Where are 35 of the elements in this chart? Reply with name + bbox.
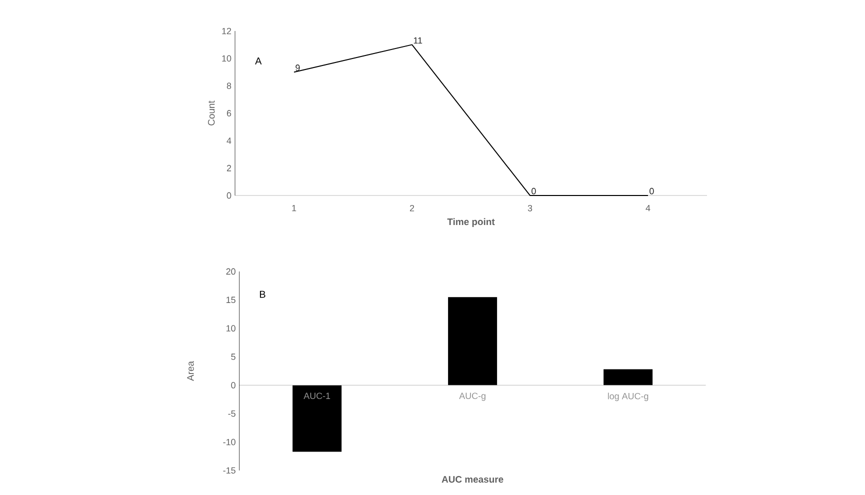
y-tick-label: 0 bbox=[226, 192, 232, 199]
x-axis-title: AUC measure bbox=[442, 476, 504, 483]
annotation: A bbox=[255, 58, 262, 64]
x-tick-label: 4 bbox=[646, 204, 650, 212]
y-tick-label: 10 bbox=[226, 325, 236, 332]
y-tick-label: 6 bbox=[226, 110, 232, 116]
x-tick-label: AUC-1 bbox=[304, 392, 330, 400]
x-tick-label: AUC-g bbox=[459, 392, 486, 401]
y-tick-label: 20 bbox=[226, 268, 236, 275]
data-label: 11 bbox=[414, 37, 422, 44]
bar bbox=[604, 369, 653, 386]
y-tick-label: 15 bbox=[226, 296, 236, 304]
x-tick-label: 3 bbox=[528, 204, 532, 212]
data-label: 9 bbox=[296, 64, 300, 71]
y-tick-label: 4 bbox=[226, 138, 232, 144]
y-tick-label: -10 bbox=[223, 438, 236, 446]
y-tick-label: 0 bbox=[231, 382, 236, 388]
y-tick-label: 5 bbox=[231, 354, 236, 360]
y-tick-label: 8 bbox=[226, 82, 232, 89]
y-axis-title: Area bbox=[187, 360, 194, 381]
x-axis-title: Time point bbox=[447, 218, 495, 227]
y-tick-label: 12 bbox=[222, 28, 232, 34]
annotation: B bbox=[260, 290, 266, 298]
y-axis-title: Count bbox=[208, 100, 215, 126]
data-label: 0 bbox=[650, 188, 654, 194]
y-tick-label: 2 bbox=[226, 164, 232, 172]
y-tick-label: 10 bbox=[222, 55, 232, 62]
y-tick-label: -5 bbox=[228, 410, 236, 417]
bar bbox=[448, 297, 498, 386]
bar bbox=[292, 385, 342, 452]
data-label: 0 bbox=[532, 188, 536, 194]
y-tick-label: -15 bbox=[223, 467, 236, 474]
x-tick-label: 2 bbox=[410, 204, 414, 212]
x-tick-label: 1 bbox=[292, 204, 296, 212]
x-tick-label: log AUC-g bbox=[608, 392, 648, 402]
